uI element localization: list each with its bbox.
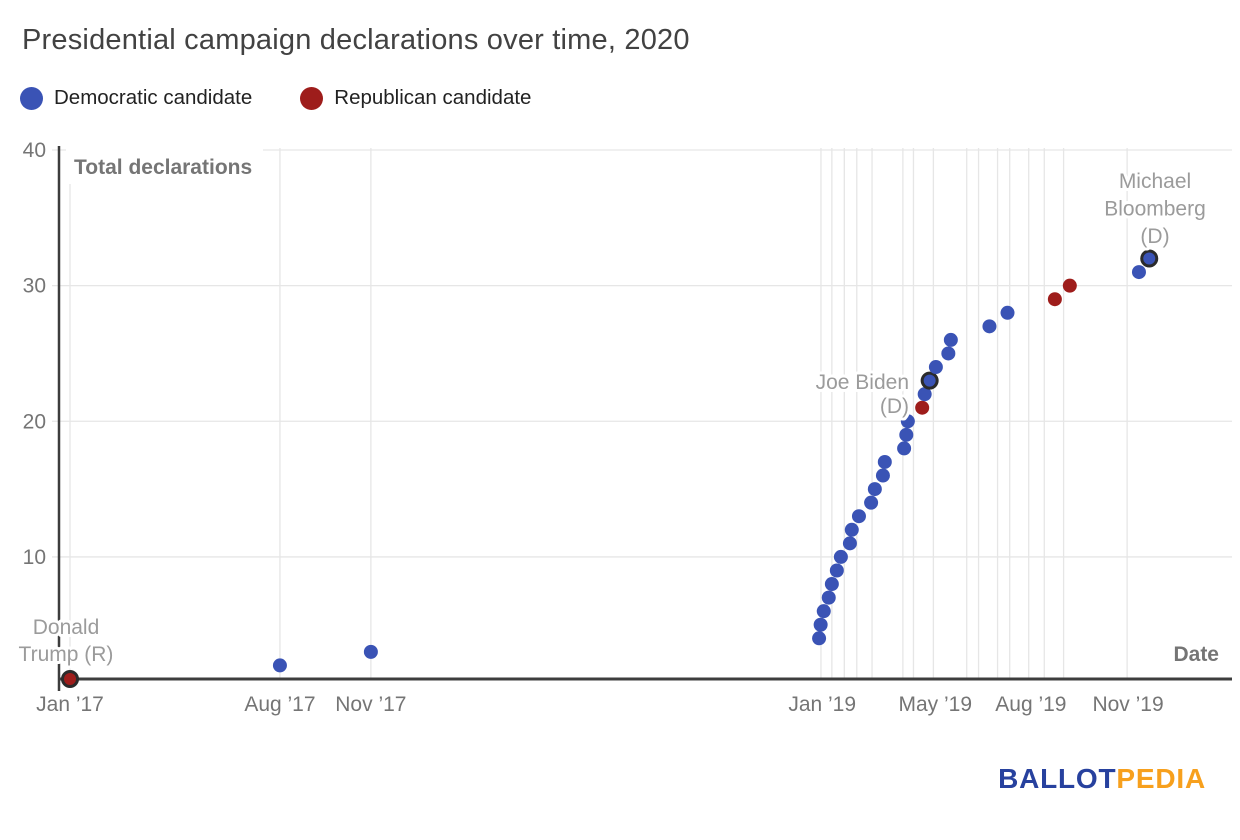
data-point[interactable]: [816, 604, 831, 619]
data-point[interactable]: [897, 441, 912, 456]
page-title: Presidential campaign declarations over …: [22, 24, 690, 56]
x-tick-label: Nov ’19: [1092, 693, 1163, 716]
data-point[interactable]: [867, 482, 882, 497]
annotation-michael-bloomberg: Bloomberg: [1104, 198, 1206, 221]
annotation-donald-trump: Donald: [33, 616, 100, 639]
y-tick-label: 20: [23, 410, 46, 433]
y-tick-label: 10: [23, 546, 46, 569]
y-axis-title-backdrop: [66, 148, 263, 184]
data-point[interactable]: [844, 522, 859, 537]
legend-item-democratic: Democratic candidate: [20, 86, 252, 110]
data-point[interactable]: [943, 332, 958, 347]
data-point[interactable]: [1140, 249, 1159, 268]
data-point[interactable]: [1047, 292, 1062, 307]
x-tick-label: Jan ’17: [36, 693, 104, 716]
annotation-donald-trump: Trump (R): [19, 643, 114, 666]
data-point[interactable]: [272, 658, 287, 673]
republican-dot-icon: [300, 86, 324, 110]
data-point[interactable]: [864, 495, 879, 510]
legend-label-republican: Republican candidate: [334, 86, 532, 109]
x-tick-label: May ’19: [898, 693, 972, 716]
logo-pedia-text: PEDIA: [1116, 763, 1206, 794]
y-tick-label: 40: [23, 139, 46, 162]
data-point[interactable]: [1000, 305, 1015, 320]
data-point[interactable]: [1062, 278, 1077, 293]
x-tick-label: Nov ’17: [335, 693, 406, 716]
data-point[interactable]: [928, 360, 943, 375]
y-tick-label: 30: [23, 275, 46, 298]
x-tick-label: Aug ’19: [995, 693, 1066, 716]
logo-ballot-text: BALLOT: [998, 763, 1117, 794]
ballotpedia-logo: BALLOTPEDIA: [998, 763, 1206, 795]
data-point[interactable]: [917, 387, 932, 402]
annotation-michael-bloomberg: Michael: [1119, 170, 1191, 193]
legend-item-republican: Republican candidate: [300, 86, 531, 110]
data-point[interactable]: [829, 563, 844, 578]
data-point[interactable]: [61, 670, 79, 688]
data-point[interactable]: [1131, 265, 1146, 280]
data-point[interactable]: [851, 509, 866, 524]
legend-label-democratic: Democratic candidate: [54, 86, 253, 109]
data-point[interactable]: [875, 468, 890, 483]
data-point[interactable]: [824, 577, 839, 592]
data-point[interactable]: [899, 427, 914, 442]
data-point[interactable]: [982, 319, 997, 334]
annotation-joe-biden: (D): [880, 395, 909, 418]
y-axis-title: Total declarations: [74, 156, 252, 179]
democratic-dot-icon: [20, 86, 43, 110]
data-point[interactable]: [833, 549, 848, 564]
data-point[interactable]: [920, 371, 939, 390]
legend: Democratic candidate Republican candidat…: [20, 86, 531, 110]
data-point[interactable]: [842, 536, 857, 551]
data-point[interactable]: [915, 400, 930, 415]
annotation-joe-biden: Joe Biden: [816, 371, 909, 394]
data-point[interactable]: [900, 414, 915, 429]
x-tick-label: Aug ’17: [244, 693, 315, 716]
data-point[interactable]: [813, 617, 828, 632]
x-axis-title: Date: [1173, 643, 1219, 666]
annotation-michael-bloomberg: (D): [1140, 225, 1169, 248]
data-point[interactable]: [821, 590, 836, 605]
data-point[interactable]: [812, 631, 827, 646]
data-point[interactable]: [941, 346, 956, 361]
data-point[interactable]: [877, 454, 892, 469]
x-tick-label: Jan ’19: [788, 693, 856, 716]
data-point[interactable]: [363, 644, 378, 659]
